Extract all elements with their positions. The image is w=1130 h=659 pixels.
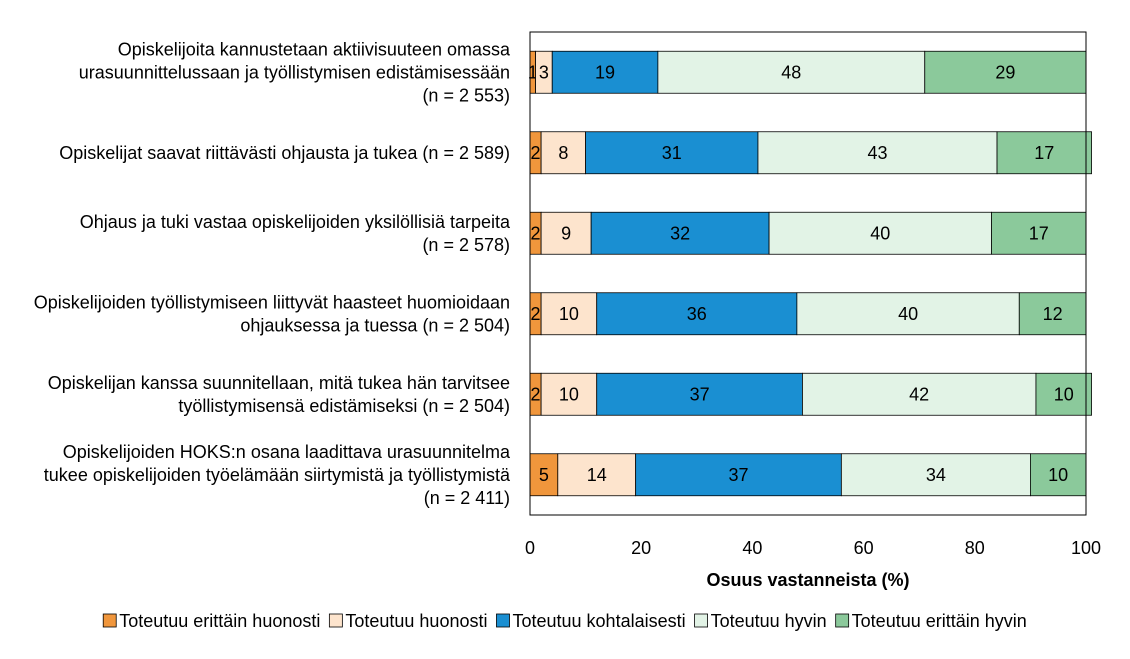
bar-segment (768, 211, 992, 255)
data-label: 29 (995, 62, 1015, 82)
data-label: 10 (559, 384, 579, 404)
data-label: 3 (539, 62, 549, 82)
data-label: 2 (531, 304, 541, 324)
x-tick-label: 60 (854, 538, 874, 558)
legend: Toteutuu erittäin huonosti Toteutuu huono… (102, 611, 1027, 631)
legend-swatch (328, 613, 343, 628)
legend-label: Toteutuu hyvin (711, 611, 827, 631)
bar-segment (635, 453, 842, 497)
data-label: 37 (728, 465, 748, 485)
category-label: Opiskelijoiden työllistymiseen liittyvät… (34, 292, 510, 312)
category-label: (n = 2 411) (424, 488, 510, 508)
bar-segment (551, 50, 659, 94)
bar-segment (840, 453, 1031, 497)
data-label: 40 (898, 304, 918, 324)
category-label: ohjauksessa ja tuessa (n = 2 504) (240, 315, 510, 335)
data-label: 37 (690, 384, 710, 404)
bar-segment (557, 453, 637, 497)
bar-segment (796, 292, 1020, 336)
bar-segment (585, 131, 759, 175)
plot-frame (529, 31, 1087, 516)
data-label: 19 (595, 62, 615, 82)
category-label: Opiskelijoiden HOKS:n osana laadittava u… (63, 442, 511, 462)
legend-label: Toteutuu erittäin hyvin (852, 611, 1027, 631)
legend-swatch (835, 613, 850, 628)
bar-segment (1035, 372, 1092, 416)
legend-label: Toteutuu huonosti (345, 611, 487, 631)
x-axis-title: Osuus vastanneista (%) (706, 570, 909, 590)
x-tick-label: 80 (965, 538, 985, 558)
bar-segment (540, 372, 598, 416)
legend-label: Toteutuu kohtalaisesti (512, 611, 685, 631)
data-label: 48 (781, 62, 801, 82)
data-label: 10 (559, 304, 579, 324)
x-axis-ticks: 0 20 40 60 80 100 (525, 538, 1101, 558)
data-label: 36 (687, 304, 707, 324)
data-label: 9 (561, 223, 571, 243)
category-label: työllistymisensä edistämiseksi (n = 2 50… (178, 396, 510, 416)
bar-segment (657, 50, 926, 94)
data-label: 5 (539, 465, 549, 485)
bar-segment (991, 211, 1087, 255)
bar-segment (802, 372, 1037, 416)
data-label: 14 (587, 465, 607, 485)
category-label: Opiskelijan kanssa suunnitellaan, mitä t… (48, 373, 510, 393)
data-label: 1 (528, 62, 538, 82)
x-tick-label: 40 (742, 538, 762, 558)
category-label: urasuunnittelussaan ja työllistymisen ed… (79, 62, 510, 82)
category-label: Opiskelijoita kannustetaan aktiivisuutee… (118, 39, 511, 59)
bar-segment (1030, 453, 1087, 497)
category-label: Opiskelijat saavat riittävästi ohjausta … (59, 143, 510, 163)
category-label: tukee opiskelijoiden työelämään siirtymi… (44, 465, 511, 485)
legend-swatch (694, 613, 708, 628)
category-label: Ohjaus ja tuki vastaa opiskelijoiden yks… (80, 212, 511, 232)
data-label: 2 (531, 223, 541, 243)
bar-segment (924, 50, 1087, 94)
data-label: 12 (1043, 304, 1063, 324)
x-tick-label: 100 (1071, 538, 1101, 558)
legend-label: Toteutuu erittäin huonosti (119, 611, 320, 631)
data-label: 2 (531, 384, 541, 404)
x-tick-label: 0 (525, 538, 535, 558)
bar-segment (529, 453, 559, 497)
data-label: 17 (1034, 143, 1054, 163)
data-label: 42 (909, 384, 929, 404)
category-label: (n = 2 578) (422, 235, 510, 255)
bar-segment (540, 211, 592, 255)
bar-segment (757, 131, 998, 175)
data-label: 40 (870, 223, 890, 243)
data-label: 10 (1054, 384, 1074, 404)
x-tick-label: 20 (631, 538, 651, 558)
data-label: 8 (558, 143, 568, 163)
data-label: 34 (926, 465, 946, 485)
data-label: 31 (662, 143, 682, 163)
data-label: 10 (1048, 465, 1068, 485)
data-label: 32 (670, 223, 690, 243)
bar-segment (596, 292, 798, 336)
bars: 1 3 19 48 292 8 31 43 172 9 32 40 172 10 36 40 122 10 37 42… (528, 50, 1092, 497)
bar-segment (596, 372, 803, 416)
bar-segment (1018, 292, 1087, 336)
bar-segment (996, 131, 1092, 175)
data-label: 2 (531, 143, 541, 163)
category-label: (n = 2 553) (422, 85, 510, 105)
category-labels: Opiskelijoita kannustetaan aktiivisuutee… (34, 39, 511, 508)
legend-swatch (496, 613, 510, 628)
bar-segment (590, 211, 770, 255)
data-label: 43 (867, 143, 887, 163)
data-label: 17 (1029, 223, 1049, 243)
bar-segment (540, 292, 598, 336)
plot-border (529, 31, 1087, 516)
legend-swatch (102, 613, 117, 628)
